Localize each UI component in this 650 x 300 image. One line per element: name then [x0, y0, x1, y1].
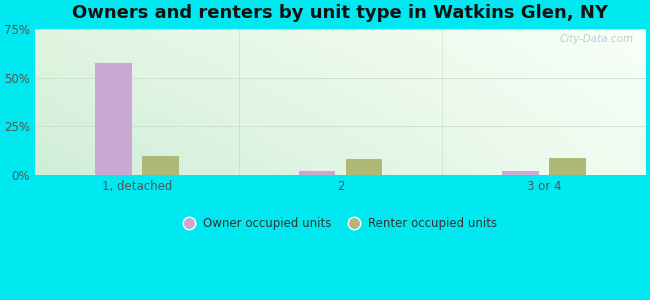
Bar — [142, 156, 179, 175]
Bar — [346, 159, 382, 175]
Title: Owners and renters by unit type in Watkins Glen, NY: Owners and renters by unit type in Watki… — [72, 4, 608, 22]
Bar — [299, 171, 335, 175]
Text: City-Data.com: City-Data.com — [560, 34, 634, 44]
Bar — [95, 63, 132, 175]
Bar — [549, 158, 586, 175]
Legend: Owner occupied units, Renter occupied units: Owner occupied units, Renter occupied un… — [184, 217, 497, 230]
Bar — [502, 171, 539, 175]
